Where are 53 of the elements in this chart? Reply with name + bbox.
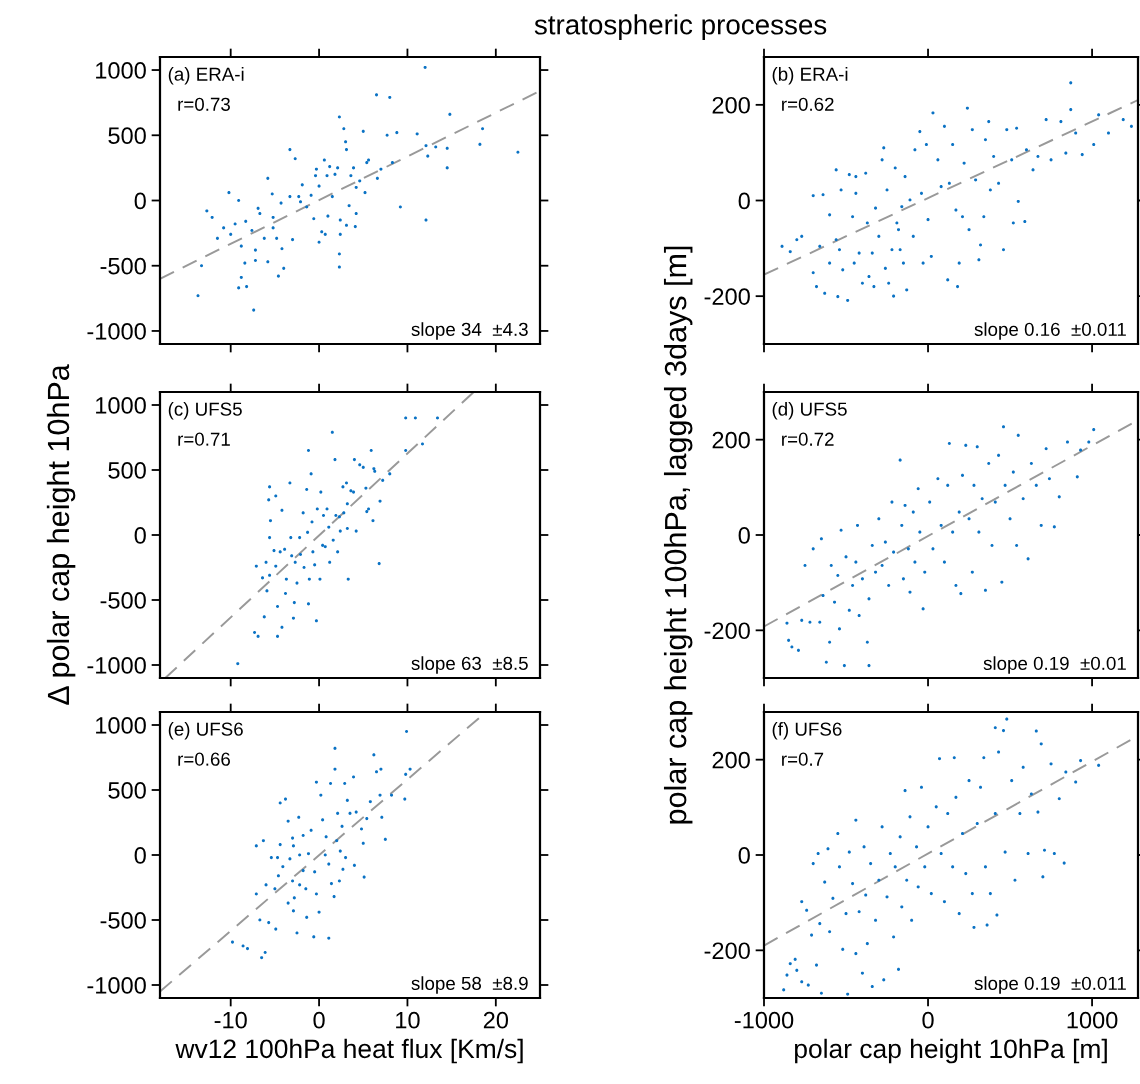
y-axis-title: Δ polar cap height 10hPa <box>46 364 76 705</box>
y-tick-label: 500 <box>108 782 146 799</box>
annotation: r=0.66 <box>178 752 230 766</box>
y-tick-label: 500 <box>108 462 146 479</box>
x-tick-label: 1000 <box>1067 1011 1118 1029</box>
y-tick-label: 200 <box>712 431 750 449</box>
annotation: (d) UFS5 <box>772 402 847 420</box>
x-tick-label: 20 <box>483 1011 509 1029</box>
x-tick-label: -10 <box>214 1011 247 1029</box>
x-tick-label: 0 <box>922 1011 934 1029</box>
y-tick-label: 200 <box>712 751 750 769</box>
x-tick-label: 10 <box>396 1011 420 1029</box>
annotation: (e) UFS6 <box>168 722 243 740</box>
y-tick-label: 1000 <box>96 62 146 79</box>
y-tick-label: 1000 <box>96 717 146 734</box>
y-tick-label: 1000 <box>96 397 146 414</box>
annotation: (b) ERA-i <box>772 67 848 85</box>
annotation: slope 0.16 ±0.011 <box>974 322 1126 340</box>
y-tick-label: 0 <box>134 192 146 210</box>
y-tick-label: 0 <box>738 527 750 544</box>
y-tick-label: -1000 <box>87 977 146 994</box>
text: stratospheric processes <box>534 14 827 41</box>
y-tick-label: -200 <box>704 622 750 640</box>
annotation: r=0.71 <box>178 432 230 446</box>
y-tick-label: 0 <box>738 847 750 864</box>
annotation: slope 58 ±8.9 <box>411 976 528 994</box>
y-tick-label: 500 <box>108 127 146 145</box>
y-tick-label: 0 <box>134 527 146 544</box>
annotation: (a) ERA-i <box>168 67 244 85</box>
y-tick-label: -1000 <box>87 657 146 674</box>
y-tick-label: 0 <box>134 847 146 864</box>
y-tick-label: -200 <box>704 288 750 305</box>
y-tick-label: 200 <box>712 96 750 114</box>
x-tick-label: 0 <box>313 1011 325 1029</box>
x-axis-title: wv12 100hPa heat flux [Km/s] <box>175 1038 523 1064</box>
annotation: (f) UFS6 <box>772 722 842 740</box>
annotation: (c) UFS5 <box>168 402 242 420</box>
y-axis-title: polar cap height 100hPa, lagged 3days [m] <box>663 246 693 824</box>
y-tick-label: 0 <box>738 192 750 210</box>
y-tick-label: -200 <box>704 942 750 960</box>
annotation: r=0.7 <box>782 752 824 766</box>
y-tick-label: -1000 <box>87 323 146 340</box>
annotation: r=0.62 <box>782 97 834 111</box>
y-tick-label: -500 <box>100 592 146 609</box>
x-axis-title: polar cap height 10hPa [m] <box>795 1038 1107 1064</box>
y-tick-label: -500 <box>100 912 146 929</box>
annotation: slope 34 ±4.3 <box>411 322 528 340</box>
annotation: slope 0.19 ±0.011 <box>974 976 1126 994</box>
annotation: r=0.72 <box>782 432 834 446</box>
y-tick-label: -500 <box>100 257 146 275</box>
annotation: slope 0.19 ±0.01 <box>983 656 1126 674</box>
annotation: slope 63 ±8.5 <box>411 656 528 674</box>
annotation: r=0.73 <box>178 97 230 111</box>
